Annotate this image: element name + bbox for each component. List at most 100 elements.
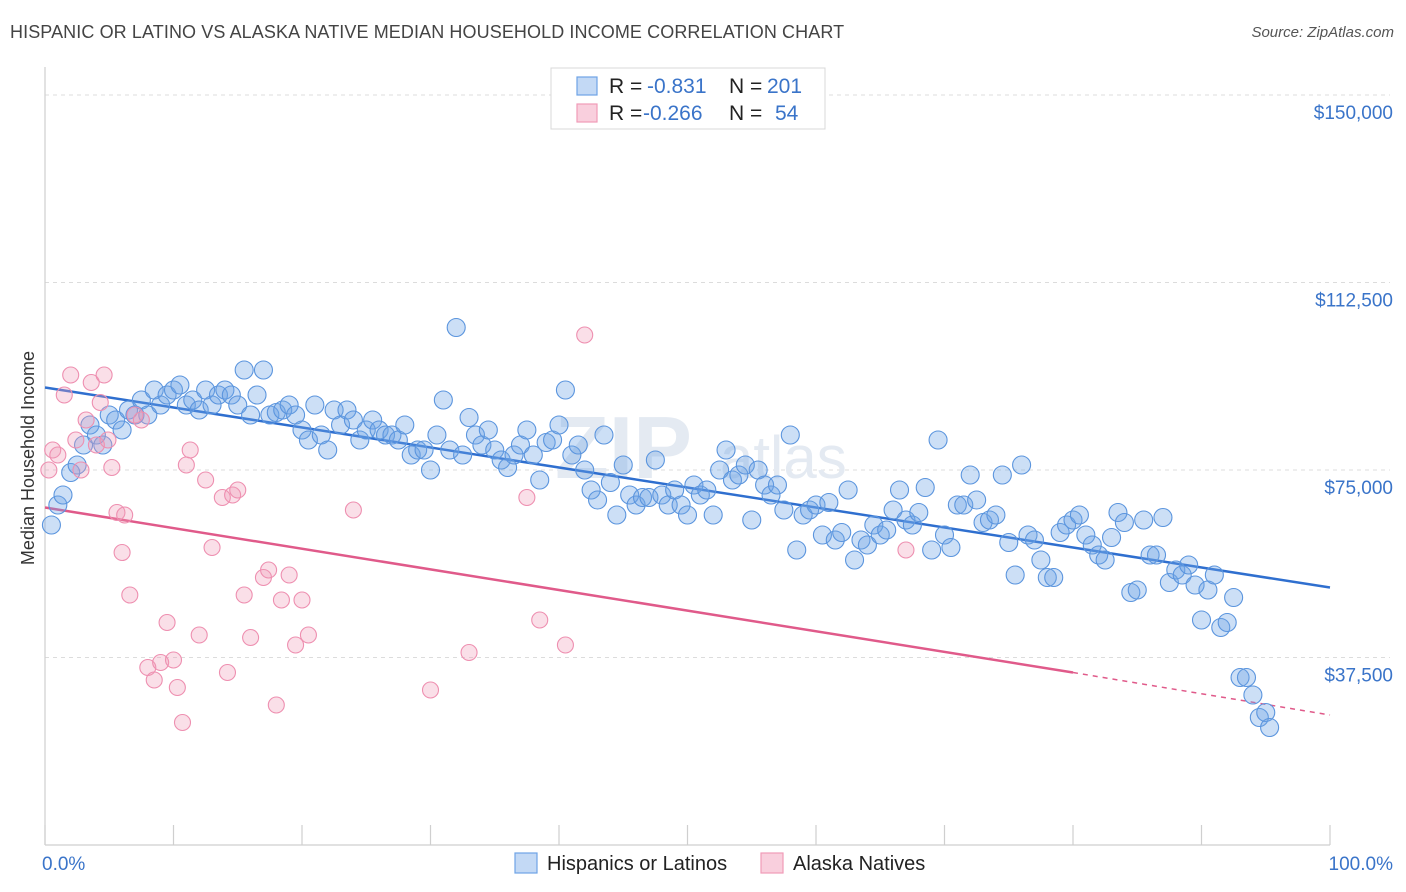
alaska-point-46 (344, 501, 362, 519)
legend-swatch-hispanic (576, 76, 598, 96)
legend-bottom-label-hispanic: Hispanics or Latinos (547, 853, 727, 875)
hispanic-point-126 (851, 530, 871, 550)
hispanic-point-135 (909, 502, 929, 523)
hispanic-point-169 (1127, 580, 1147, 600)
hispanic-point-130 (877, 520, 897, 540)
y-tick-labels: $37,500 $75,000 $112,500 $150,000 (1314, 103, 1393, 687)
legend-swatch-alaska (576, 103, 598, 123)
alaska-point-8 (82, 373, 100, 392)
hispanic-point-122 (825, 530, 845, 550)
hispanic-point-58 (414, 440, 434, 460)
hispanic-point-118 (800, 500, 820, 520)
hispanic-point-57 (408, 440, 428, 460)
hispanic-point-137 (922, 540, 942, 560)
alaska-point-35 (229, 481, 247, 499)
hispanic-point-117 (793, 505, 813, 525)
legend-bottom: Hispanics or Latinos Alaska Natives (514, 852, 925, 875)
hispanic-point-74 (517, 420, 537, 440)
hispanic-point-62 (440, 440, 460, 460)
legend-r-value-1: -0.831 (647, 75, 707, 98)
legend-n-value-2: 54 (775, 102, 799, 125)
alaska-point-36 (235, 586, 253, 604)
alaska-point-49 (518, 488, 536, 507)
legend-n-value-1: 201 (767, 75, 802, 98)
alaska-point-6 (72, 461, 90, 479)
hispanic-point-149 (999, 532, 1019, 553)
hispanic-point-156 (1044, 567, 1064, 588)
hispanic-point-21 (176, 395, 196, 415)
hispanic-point-175 (1166, 560, 1186, 580)
hispanic-point-183 (1217, 612, 1237, 633)
hispanic-point-189 (1256, 702, 1276, 723)
alaska-point-30 (197, 471, 215, 489)
hispanic-point-101 (690, 485, 710, 505)
hispanic-point-186 (1236, 667, 1257, 688)
hispanic-point-123 (832, 522, 852, 543)
alaska-point-19 (132, 411, 150, 429)
hispanic-point-190 (1260, 717, 1280, 738)
alaska-point-34 (224, 486, 242, 504)
hispanic-point-88 (607, 505, 627, 525)
trend-line-alaska (44, 506, 1074, 674)
hispanic-point-127 (857, 535, 877, 555)
hispanic-point-184 (1224, 587, 1244, 608)
alaska-point-52 (576, 326, 594, 344)
hispanic-point-3 (61, 462, 81, 483)
hispanic-point-19 (163, 380, 184, 400)
hispanic-point-20 (170, 375, 190, 395)
hispanic-point-81 (562, 445, 582, 465)
hispanic-point-178 (1185, 575, 1205, 595)
legend-r-label-1: R = (609, 75, 642, 98)
hispanic-point-94 (645, 450, 665, 470)
hispanic-point-66 (465, 425, 486, 445)
hispanic-point-71 (498, 457, 518, 478)
hispanic-point-87 (600, 472, 620, 493)
axes (44, 67, 1331, 846)
alaska-point-51 (556, 636, 574, 654)
hispanic-point-164 (1095, 550, 1115, 570)
hispanic-point-158 (1057, 515, 1077, 535)
hispanic-point-30 (234, 360, 254, 380)
alaska-point-32 (213, 488, 231, 507)
series-hispanic-points (41, 317, 1280, 738)
alaska-point-26 (173, 713, 192, 732)
hispanic-point-5 (74, 435, 94, 455)
hispanic-point-115 (780, 425, 800, 445)
hispanic-point-147 (986, 505, 1006, 525)
hispanic-point-7 (86, 425, 106, 445)
legend-bottom-swatch-alaska (760, 852, 784, 874)
hispanic-point-9 (99, 405, 119, 425)
hispanic-point-144 (967, 490, 987, 510)
hispanic-point-43 (318, 440, 338, 460)
hispanic-point-173 (1153, 507, 1173, 528)
alaska-point-7 (77, 411, 95, 429)
alaska-point-3 (55, 386, 73, 404)
hispanic-point-160 (1069, 505, 1089, 525)
x-tick-label-1: 100.0% (1329, 854, 1394, 875)
hispanic-point-29 (228, 395, 248, 415)
alaska-point-44 (293, 591, 311, 609)
alaska-point-10 (91, 393, 109, 412)
hispanic-point-31 (241, 405, 261, 425)
hispanic-point-103 (703, 505, 723, 525)
hispanic-point-82 (568, 435, 588, 455)
alaska-point-4 (62, 366, 80, 384)
hispanic-point-86 (594, 425, 614, 445)
hispanic-point-92 (632, 487, 653, 508)
alaska-point-41 (272, 591, 290, 609)
hispanic-point-142 (954, 495, 974, 515)
hispanic-point-161 (1076, 525, 1096, 545)
hispanic-point-76 (530, 470, 550, 490)
alaska-point-0 (40, 461, 58, 479)
hispanic-point-1 (48, 495, 68, 515)
hispanic-point-141 (947, 495, 967, 515)
hispanic-point-128 (864, 515, 884, 535)
hispanic-point-72 (504, 445, 524, 465)
alaska-point-43 (287, 636, 305, 654)
hispanic-point-68 (478, 420, 498, 440)
hispanic-point-120 (812, 525, 832, 545)
hispanic-point-11 (112, 420, 132, 440)
hispanic-point-185 (1230, 667, 1250, 688)
hispanic-point-148 (992, 465, 1012, 485)
hispanic-point-80 (555, 380, 575, 400)
